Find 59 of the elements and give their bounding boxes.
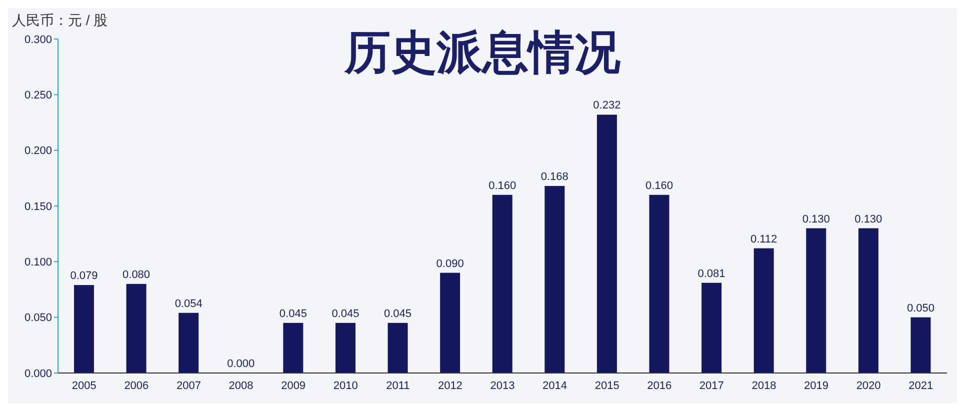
bar — [806, 228, 826, 373]
y-tick-label: 0.300 — [24, 34, 52, 46]
x-tick-label: 2006 — [124, 380, 149, 392]
data-label: 0.050 — [906, 302, 934, 314]
chart-title: 历史派息情况 — [344, 25, 620, 79]
data-label: 0.130 — [802, 213, 830, 226]
x-tick-label: 2017 — [699, 380, 724, 392]
data-label: 0.090 — [436, 258, 464, 270]
bar — [649, 194, 670, 373]
data-label: 0.000 — [227, 358, 255, 370]
bar — [440, 272, 460, 373]
x-tick-label: 2008 — [228, 380, 254, 392]
x-tick-label: 2019 — [804, 380, 829, 392]
data-label: 0.160 — [645, 180, 673, 192]
data-label: 0.045 — [332, 308, 360, 320]
data-label: 0.079 — [70, 270, 98, 282]
bar — [178, 312, 199, 373]
bar — [388, 322, 408, 373]
y-tick-label: 0.000 — [24, 368, 52, 380]
bar — [74, 285, 94, 373]
y-tick-label: 0.250 — [24, 90, 52, 102]
data-label: 0.045 — [279, 308, 307, 320]
bar — [544, 186, 565, 373]
data-label: 0.081 — [698, 268, 726, 280]
bar — [596, 114, 617, 373]
x-tick-label: 2016 — [647, 380, 672, 392]
y-tick-label: 0.150 — [24, 200, 52, 213]
x-tick-label: 2011 — [386, 380, 410, 392]
y-tick-label: 0.100 — [24, 256, 52, 269]
bar — [754, 248, 774, 373]
data-label: 0.045 — [384, 308, 412, 320]
x-tick-label: 2013 — [490, 380, 515, 392]
bar — [126, 284, 146, 373]
y-tick-label: 0.050 — [24, 312, 52, 324]
x-tick-label: 2005 — [72, 380, 96, 392]
y-tick-label: 0.200 — [24, 145, 52, 158]
bar — [492, 194, 512, 373]
data-label: 0.160 — [488, 180, 516, 192]
bar — [910, 317, 931, 373]
bar — [702, 282, 722, 373]
x-tick-label: 2010 — [333, 380, 358, 392]
x-tick-label: 2014 — [542, 380, 568, 392]
data-label: 0.168 — [540, 170, 568, 183]
bar — [283, 322, 304, 373]
data-label: 0.054 — [174, 298, 202, 310]
x-tick-label: 2021 — [908, 380, 934, 392]
x-tick-label: 2007 — [176, 380, 201, 392]
x-tick-label: 2018 — [752, 380, 776, 392]
x-tick-label: 2020 — [856, 380, 881, 392]
data-label: 0.232 — [593, 100, 621, 112]
x-tick-label: 2015 — [594, 380, 620, 392]
bar — [335, 322, 356, 373]
data-label: 0.080 — [122, 268, 150, 281]
bar — [858, 228, 878, 373]
data-label: 0.112 — [750, 233, 778, 246]
y-axis-title: 人民币：元 / 股 — [12, 12, 108, 30]
x-tick-label: 2012 — [438, 380, 462, 392]
x-tick-label: 2009 — [281, 380, 306, 392]
data-label: 0.130 — [854, 213, 882, 226]
